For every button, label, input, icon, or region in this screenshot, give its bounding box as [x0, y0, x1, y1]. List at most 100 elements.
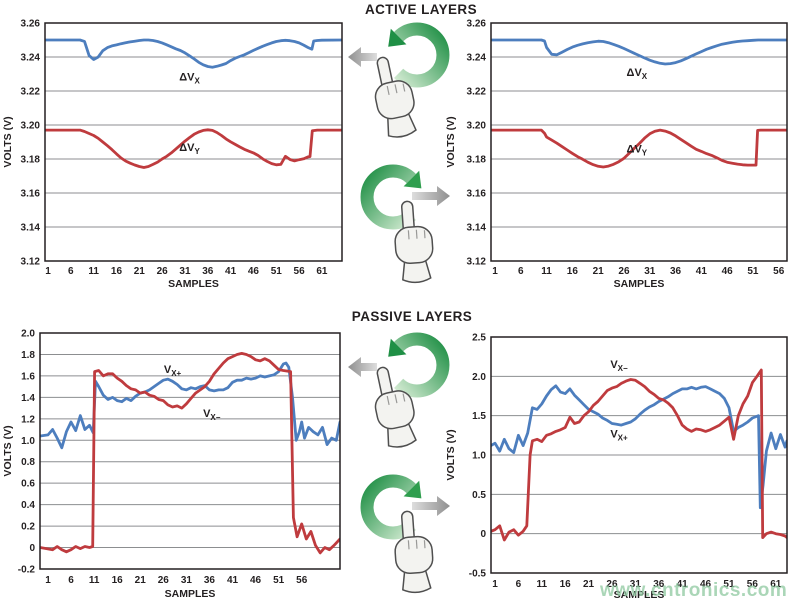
x-tick-label: 41: [227, 575, 239, 586]
rotate-arrowhead-icon: [388, 338, 407, 357]
x-tick-label: 51: [747, 266, 759, 277]
x-tick-label: 46: [722, 266, 734, 277]
y-tick-label: 0.8: [21, 457, 35, 468]
series-line-dVx: [491, 38, 787, 66]
x-axis-label: SAMPLES: [168, 278, 219, 290]
pointing-hand-icon: [374, 56, 417, 138]
y-tick-label: 3.14: [21, 223, 41, 234]
y-tick-label: 1.5: [472, 411, 486, 422]
rotate-clockwise-gesture-group: [360, 164, 450, 284]
y-tick-label: 2.0: [21, 329, 35, 340]
x-tick-label: 51: [273, 575, 285, 586]
y-tick-label: 0.2: [21, 522, 35, 533]
x-tick-label: 41: [677, 579, 689, 590]
x-tick-label: 11: [536, 579, 547, 590]
plot-border: [490, 22, 788, 262]
series-label: ΔVY: [179, 142, 200, 156]
y-axis-label: VOLTS (V): [2, 116, 14, 167]
x-tick-label: 6: [68, 266, 74, 277]
x-tick-label: 46: [250, 575, 262, 586]
x-tick-label: 61: [770, 579, 782, 590]
y-tick-label: 3.20: [21, 121, 41, 132]
x-axis-label: SAMPLES: [614, 278, 665, 290]
y-tick-label: 3.20: [467, 121, 487, 132]
series-label: VX+: [164, 364, 182, 378]
section-title-active: ACTIVE LAYERS: [365, 2, 477, 17]
y-tick-label: 3.18: [21, 155, 41, 166]
x-tick-label: 46: [248, 266, 260, 277]
series-line-dVy: [491, 128, 787, 169]
rotate-counterclockwise-icon: [394, 22, 450, 88]
arrow-left-icon: [348, 47, 377, 67]
x-tick-label: 1: [492, 266, 498, 277]
x-tick-label: 16: [112, 575, 124, 586]
x-tick-label: 1: [492, 579, 498, 590]
y-tick-label: 0.5: [472, 490, 486, 501]
x-tick-label: 11: [541, 266, 552, 277]
pointing-hand-icon: [394, 510, 434, 594]
rotate-clockwise-icon: [360, 164, 416, 230]
series-line-Vx-: [40, 352, 340, 555]
x-tick-label: 46: [700, 579, 712, 590]
x-tick-label: 26: [157, 266, 169, 277]
watermark: www.cntronics.com: [600, 580, 788, 601]
y-tick-label: 0: [29, 543, 35, 554]
y-axis-label: VOLTS (V): [2, 425, 14, 476]
y-tick-label: 3.22: [21, 87, 41, 98]
x-tick-label: 51: [723, 579, 735, 590]
x-tick-label: 16: [560, 579, 572, 590]
x-tick-label: 6: [518, 266, 524, 277]
rotate-arrowhead-icon: [403, 480, 422, 499]
arrow-left-icon: [348, 357, 377, 377]
y-tick-label: 0.4: [21, 500, 35, 511]
x-tick-label: 6: [516, 579, 522, 590]
y-tick-label: 3.22: [467, 87, 487, 98]
x-tick-label: 21: [593, 266, 605, 277]
chart-active-right: 3.263.243.223.203.183.163.143.121 6 11 16 21…: [445, 19, 788, 290]
series-line-Vx-: [491, 368, 787, 542]
x-tick-label: 21: [583, 579, 595, 590]
arrow-right-icon: [412, 186, 450, 206]
y-tick-label: 1.0: [21, 436, 35, 447]
x-tick-label: 31: [181, 575, 193, 586]
series-label: VX−: [203, 408, 221, 422]
y-tick-label: 3.16: [467, 189, 487, 200]
rotate-counterclockwise-gesture-group: [348, 22, 450, 138]
rotate-counterclockwise-icon: [394, 332, 450, 398]
x-tick-label: 56: [296, 575, 308, 586]
gesture-panel-active: [345, 22, 457, 284]
rotate-arrowhead-icon: [388, 28, 407, 47]
y-tick-label: -0.5: [469, 569, 487, 580]
x-tick-label: 11: [88, 266, 99, 277]
y-tick-label: 1.6: [21, 371, 35, 382]
x-tick-label: 36: [653, 579, 665, 590]
series-line-dVy: [45, 128, 342, 169]
chart-passive-left: 2.01.81.61.41.21.00.80.60.40.20-0.21 6 11 1…: [2, 329, 341, 600]
x-tick-label: 21: [134, 266, 146, 277]
x-tick-label: 1: [45, 575, 51, 586]
pointing-hand-icon: [374, 366, 417, 448]
x-tick-label: 31: [179, 266, 191, 277]
x-tick-label: 36: [204, 575, 216, 586]
x-tick-label: 41: [225, 266, 237, 277]
series-label: ΔVX: [627, 67, 648, 81]
x-tick-label: 51: [271, 266, 283, 277]
y-tick-label: 2.5: [472, 333, 486, 344]
gesture-panel-passive: [345, 332, 457, 594]
y-tick-label: 3.12: [21, 257, 41, 268]
x-tick-label: 21: [135, 575, 147, 586]
rotate-counterclockwise-gesture-group: [348, 332, 450, 448]
series-label: VX+: [610, 428, 628, 442]
y-tick-label: 2.0: [472, 372, 486, 383]
y-tick-label: 3.16: [21, 189, 41, 200]
x-tick-label: 26: [606, 579, 618, 590]
plot-border: [39, 332, 341, 570]
x-tick-label: 1: [45, 266, 51, 277]
y-tick-label: 3.26: [21, 19, 41, 30]
x-tick-label: 56: [773, 266, 785, 277]
x-tick-label: 31: [630, 579, 642, 590]
x-tick-label: 61: [316, 266, 328, 277]
series-line-Vx+: [491, 384, 787, 510]
y-tick-label: 1.0: [472, 451, 486, 462]
